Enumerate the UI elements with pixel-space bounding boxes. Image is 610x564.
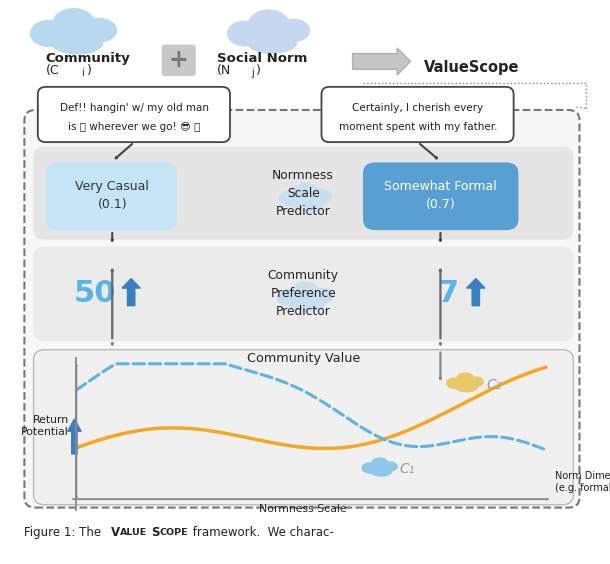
Ellipse shape <box>82 18 117 42</box>
Ellipse shape <box>455 382 478 393</box>
FancyBboxPatch shape <box>24 110 579 508</box>
Text: 50: 50 <box>73 279 116 308</box>
Ellipse shape <box>292 281 319 300</box>
Text: Community Value: Community Value <box>246 351 360 365</box>
Text: ): ) <box>256 64 261 77</box>
Text: V: V <box>111 526 120 540</box>
Ellipse shape <box>51 32 104 55</box>
Text: C₂: C₂ <box>487 378 502 391</box>
Text: Normness
Scale
Predictor: Normness Scale Predictor <box>272 169 334 218</box>
Text: (C: (C <box>46 64 59 77</box>
FancyBboxPatch shape <box>34 350 573 505</box>
Text: +: + <box>169 49 188 72</box>
Text: ValueScope: ValueScope <box>424 60 520 75</box>
Text: ): ) <box>87 64 92 77</box>
Ellipse shape <box>456 372 475 385</box>
Text: framework.  We charac-: framework. We charac- <box>189 526 334 540</box>
Ellipse shape <box>310 189 332 204</box>
FancyBboxPatch shape <box>321 87 514 142</box>
Text: Certainly, I cherish every: Certainly, I cherish every <box>353 103 483 113</box>
FancyArrow shape <box>467 279 485 306</box>
FancyArrow shape <box>122 279 140 306</box>
FancyArrow shape <box>68 419 81 454</box>
Text: Def!! hangin' w/ my old man: Def!! hangin' w/ my old man <box>60 103 209 113</box>
Text: i: i <box>81 68 84 78</box>
Ellipse shape <box>247 32 297 54</box>
Text: Community: Community <box>46 52 131 65</box>
Text: (N: (N <box>217 64 231 77</box>
Text: moment spent with my father.: moment spent with my father. <box>339 122 497 133</box>
Ellipse shape <box>227 20 264 47</box>
FancyBboxPatch shape <box>162 45 196 76</box>
Ellipse shape <box>290 297 325 312</box>
Text: Norm Dimension
(e.g. formality): Norm Dimension (e.g. formality) <box>555 471 610 494</box>
Text: Social Norm: Social Norm <box>217 52 307 65</box>
Text: j: j <box>251 68 254 78</box>
Text: Normness Scale: Normness Scale <box>259 504 347 514</box>
Text: Very Casual
(0.1): Very Casual (0.1) <box>75 180 149 211</box>
Ellipse shape <box>371 457 389 469</box>
Ellipse shape <box>277 289 302 307</box>
Text: COPE: COPE <box>160 528 188 537</box>
Ellipse shape <box>292 183 318 200</box>
Ellipse shape <box>292 197 323 211</box>
Ellipse shape <box>277 19 310 42</box>
Text: Community
Preference
Predictor: Community Preference Predictor <box>268 269 339 318</box>
Ellipse shape <box>383 461 398 472</box>
Text: S: S <box>151 526 160 540</box>
Text: Return
Potential: Return Potential <box>21 415 69 437</box>
Ellipse shape <box>370 467 392 477</box>
FancyBboxPatch shape <box>34 147 573 240</box>
FancyBboxPatch shape <box>363 162 518 230</box>
Text: Somewhat Formal
(0.7): Somewhat Formal (0.7) <box>384 180 497 211</box>
Text: is 🔥 wherever we go! 😎 🍺: is 🔥 wherever we go! 😎 🍺 <box>68 122 201 133</box>
Ellipse shape <box>52 8 95 37</box>
Ellipse shape <box>361 462 378 474</box>
FancyBboxPatch shape <box>38 87 230 142</box>
Text: 7: 7 <box>438 279 459 308</box>
FancyBboxPatch shape <box>46 162 177 230</box>
Ellipse shape <box>446 377 463 389</box>
Ellipse shape <box>279 190 302 206</box>
Ellipse shape <box>249 10 289 37</box>
Text: ALUE: ALUE <box>120 528 147 537</box>
Ellipse shape <box>30 20 68 47</box>
FancyArrow shape <box>353 48 411 75</box>
Text: C₁: C₁ <box>400 462 415 476</box>
Text: Figure 1: The: Figure 1: The <box>24 526 106 540</box>
FancyBboxPatch shape <box>34 246 573 341</box>
Ellipse shape <box>311 288 334 304</box>
Ellipse shape <box>469 377 484 387</box>
